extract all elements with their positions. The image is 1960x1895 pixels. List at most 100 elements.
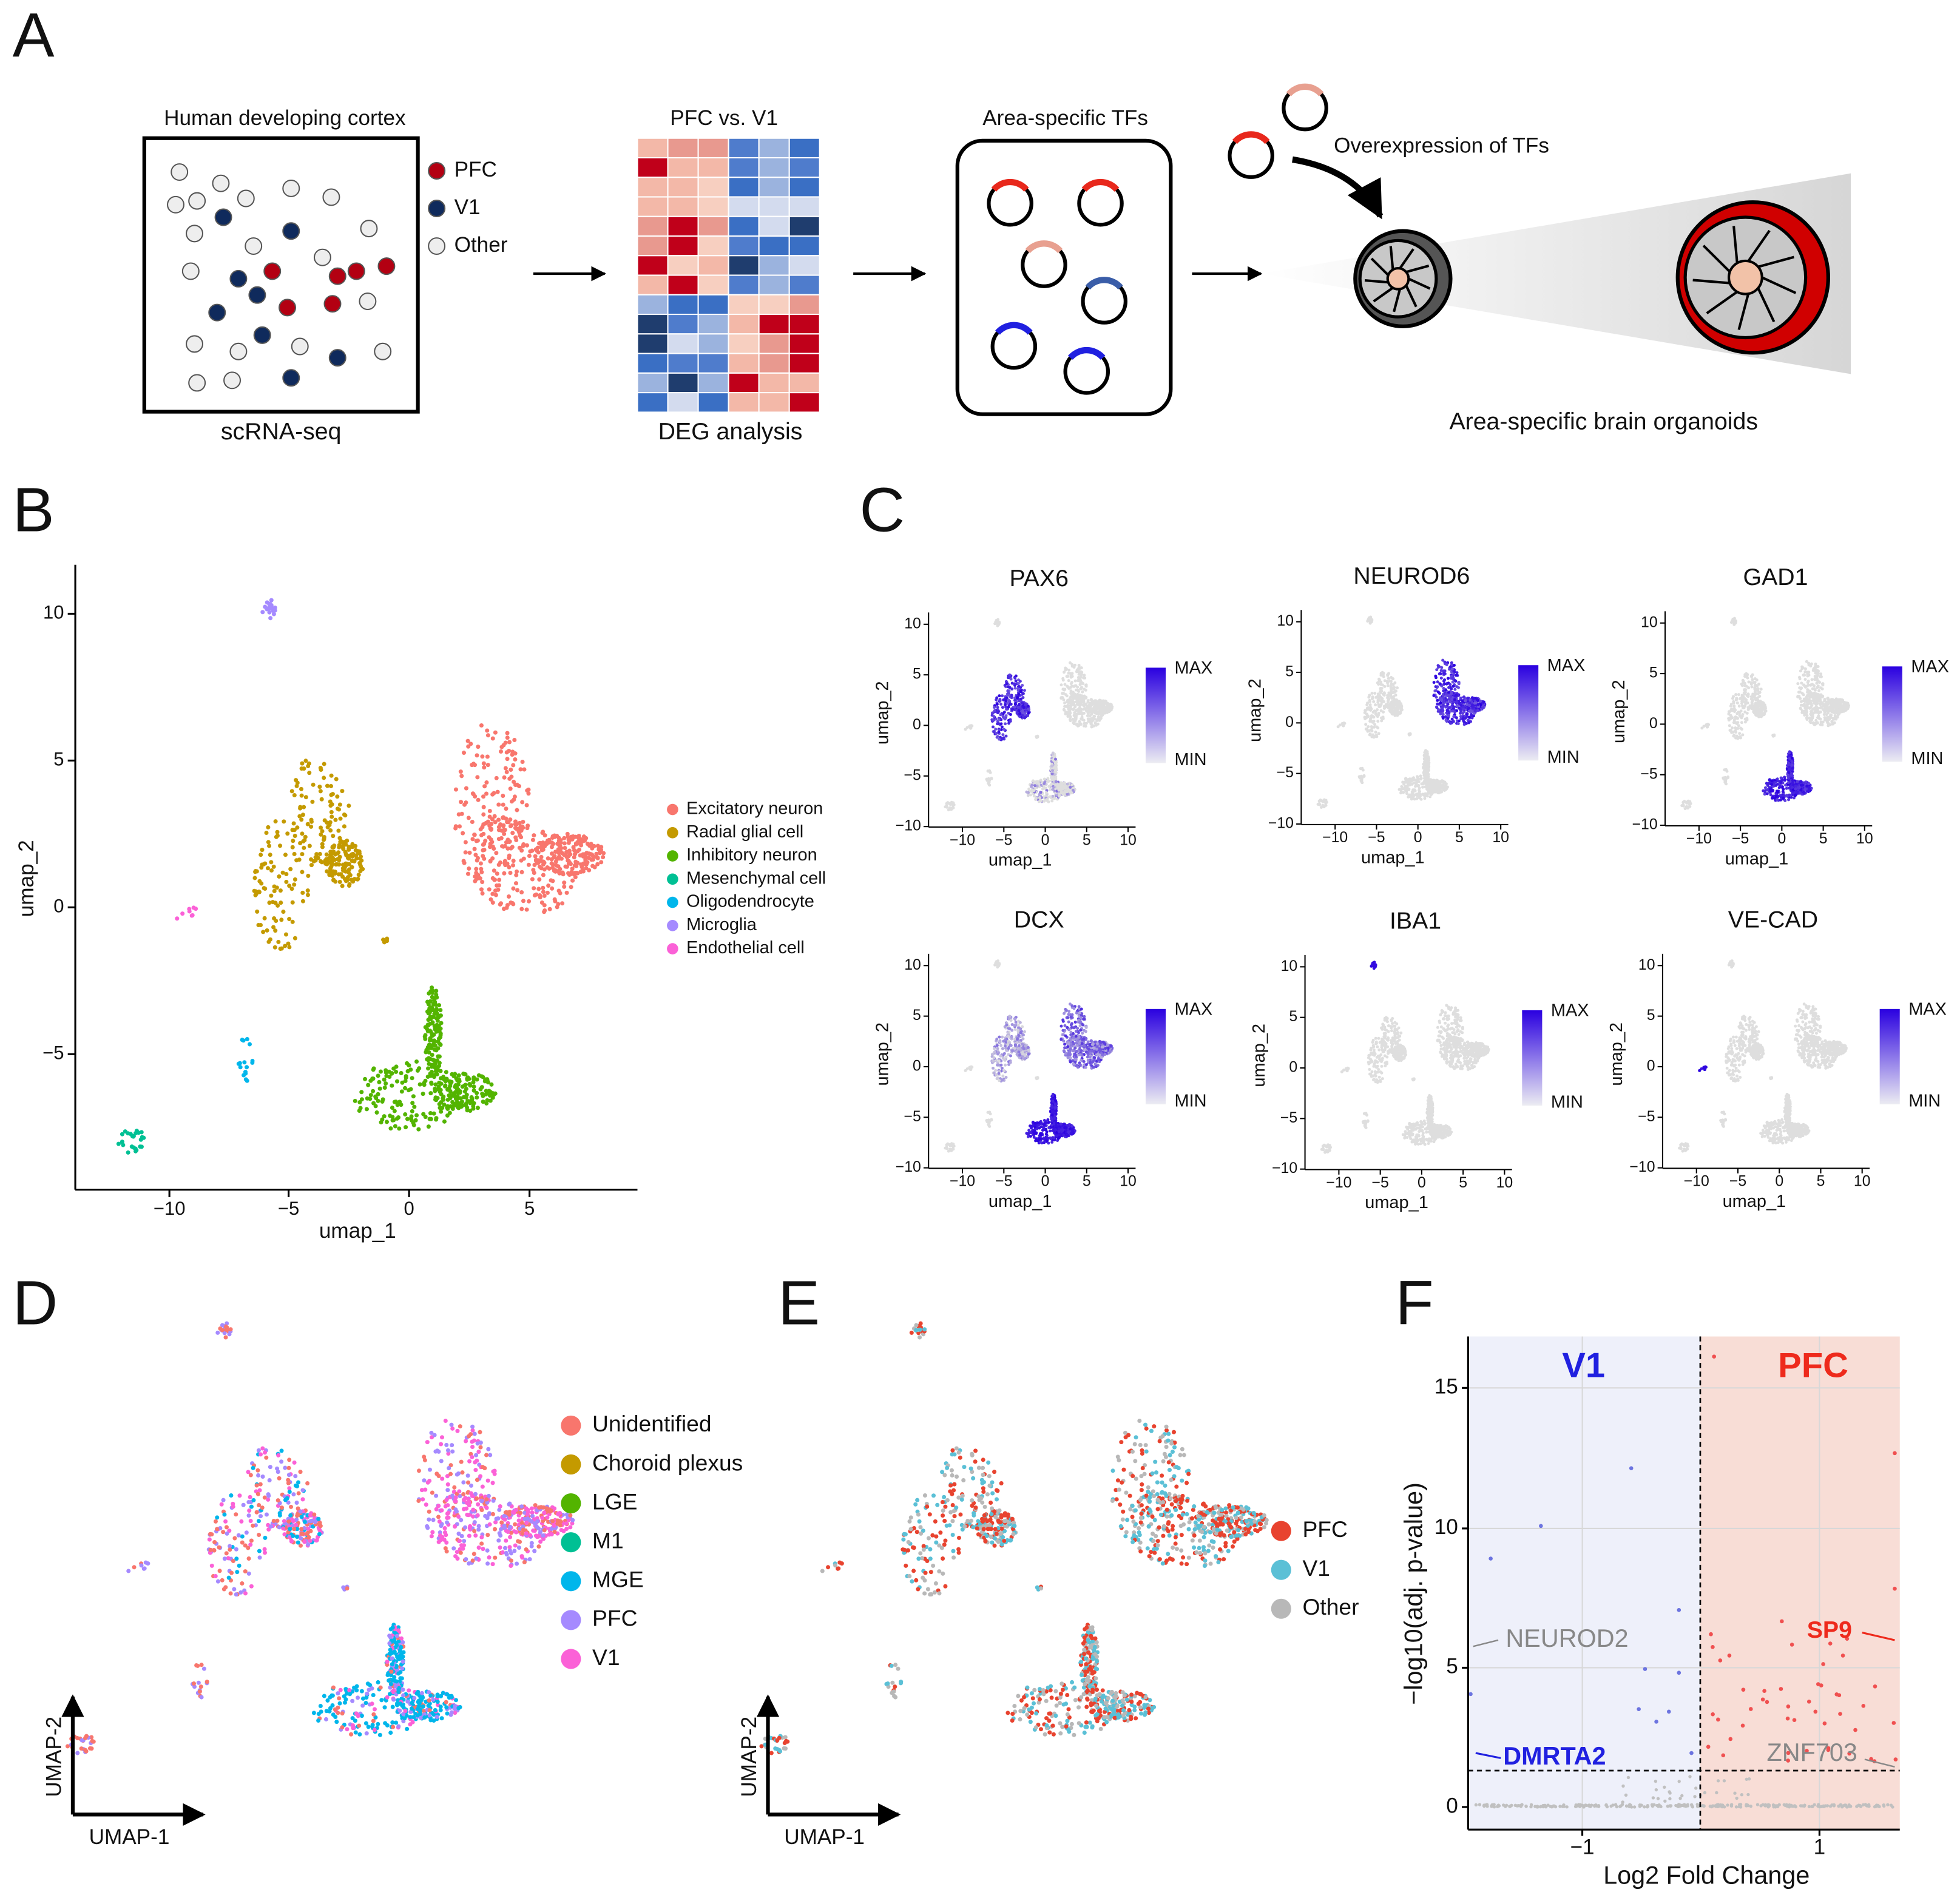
cell-dot: [329, 809, 334, 814]
cell-dot: [427, 1061, 431, 1066]
cell-dot: [1008, 673, 1012, 677]
umap-cloud: [1680, 616, 1851, 811]
cell-dot: [440, 1106, 445, 1110]
organoid-fold: [1737, 293, 1750, 330]
cell-dot: [1104, 705, 1107, 709]
cell-dot: [324, 852, 329, 857]
cell-dot: [1361, 768, 1365, 772]
cell-dot: [490, 736, 495, 741]
cell-dot: [395, 1103, 400, 1107]
cell-dot: [526, 862, 531, 867]
cell-dot: [1444, 705, 1448, 709]
cell-dot: [430, 1021, 434, 1025]
cell-dot: [1825, 718, 1828, 722]
heatmap-cell: [728, 392, 760, 413]
cell-dot: [1447, 694, 1451, 697]
cell-dot: [1016, 687, 1020, 691]
cell-dot: [328, 850, 333, 854]
cell-dot: [365, 1096, 370, 1101]
cell-dot: [492, 791, 496, 795]
cell-dot: [511, 859, 516, 863]
cell-dot: [1823, 697, 1827, 701]
cell-dot: [1377, 732, 1380, 735]
cell-dot: [267, 610, 272, 615]
cell-dot: [1066, 782, 1069, 786]
cell-dot: [470, 837, 475, 842]
cell-dot: [562, 836, 567, 840]
cell-dot: [306, 763, 311, 769]
cell-dot: [498, 901, 504, 906]
cell-dot: [1815, 711, 1819, 714]
cell-dot: [252, 876, 257, 880]
cell-dot: [479, 1085, 484, 1090]
cell-dot: [1017, 703, 1021, 706]
cell-dot: [573, 874, 578, 880]
cell-dot: [1406, 782, 1410, 785]
cell-dot: [996, 722, 999, 726]
legend-marker: [667, 803, 678, 816]
cell-dot: [253, 893, 258, 897]
cell-dot: [473, 794, 478, 799]
cell-dot: [1421, 792, 1425, 796]
cell-dot: [527, 854, 532, 859]
cell-dot: [530, 848, 535, 853]
cell-dot: [1063, 683, 1067, 686]
heatmap-cell: [788, 392, 820, 413]
cell-dot: [1086, 717, 1090, 721]
cell-dot: [1054, 765, 1057, 768]
heatmap-cell: [637, 157, 669, 178]
cell-dot: [1016, 682, 1020, 686]
cell-dot: [507, 748, 512, 753]
cell-dot: [1423, 797, 1427, 800]
cell-dot: [430, 1052, 434, 1058]
cell-dot: [1465, 712, 1468, 715]
heatmap-cell: [637, 353, 669, 374]
cell-dot: [521, 819, 525, 825]
cell-dot: [453, 1072, 458, 1076]
cell-dot: [1439, 677, 1443, 680]
cell-dot: [437, 1036, 442, 1041]
cell-dot: [1108, 709, 1112, 712]
cell-dot: [479, 870, 484, 874]
cell-dot: [1043, 777, 1046, 781]
cell-dot: [988, 771, 992, 774]
plasmid-insert: [1085, 277, 1123, 290]
cell-dot: [509, 823, 514, 828]
cell-dot: [408, 1087, 413, 1092]
cell-dot: [479, 887, 484, 892]
heatmap-cell: [728, 372, 760, 394]
cell-dot: [410, 1109, 414, 1113]
color-bar-min: MIN: [1547, 748, 1580, 767]
cell-dot: [1030, 783, 1034, 787]
cell-dot: [134, 1148, 139, 1153]
cell-dot: [431, 1111, 436, 1116]
panel-letter: D: [13, 1267, 58, 1337]
cell-dot: [1083, 674, 1086, 677]
cell-dot: [475, 838, 480, 843]
cell-dot: [1061, 678, 1065, 682]
cell-dot: [1829, 713, 1833, 717]
cell-dot: [408, 1116, 413, 1121]
cell-dot: [493, 877, 498, 882]
cell-dot: [307, 843, 312, 848]
legend-label: Mesenchymal cell: [686, 868, 826, 888]
cell-dot: [562, 841, 567, 846]
cell-dot: [481, 842, 485, 847]
cell-dot: [317, 785, 322, 789]
cell-dot: [1103, 711, 1107, 715]
cell-dot: [1317, 799, 1321, 803]
cell-dot: [278, 947, 283, 951]
cell-dot: [334, 862, 339, 867]
cell-dot: [545, 890, 550, 895]
organoid-fold: [1370, 257, 1390, 276]
heatmap-cell: [788, 235, 820, 257]
legend-marker: [667, 850, 678, 862]
cell: [347, 262, 365, 280]
cell-dot: [283, 853, 288, 857]
cell-dot: [1084, 721, 1088, 725]
cell-dot: [1044, 791, 1048, 795]
cell: [282, 179, 300, 197]
cell-dot: [498, 749, 504, 754]
cell-dot: [452, 1101, 457, 1106]
